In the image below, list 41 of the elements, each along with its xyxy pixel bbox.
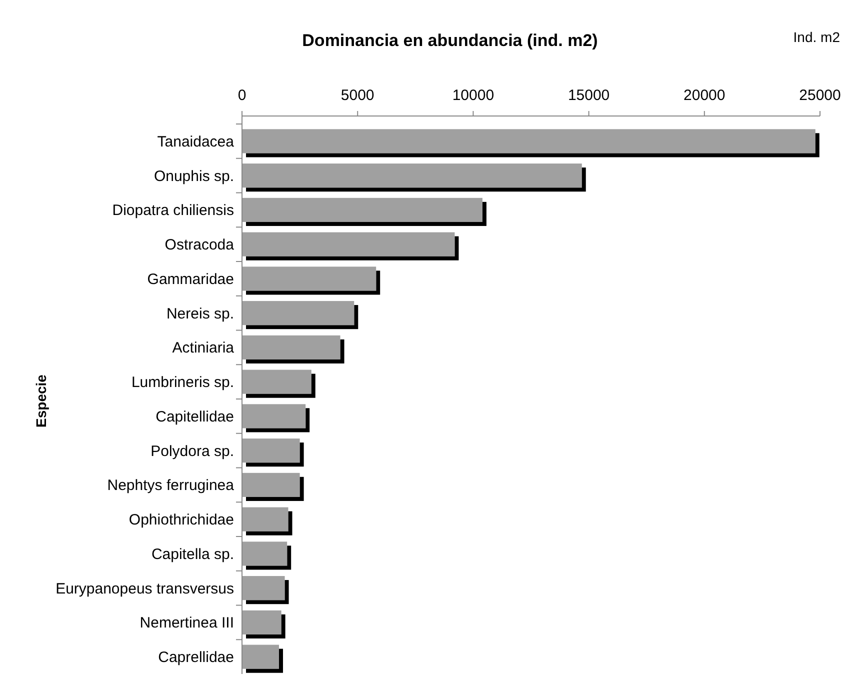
y-tick-label: Nereis sp.: [166, 305, 234, 322]
y-tick-label: Gammaridae: [147, 270, 234, 288]
bar: [242, 644, 279, 669]
y-axis-title: Especie: [33, 374, 49, 428]
y-tick-label: Polydora sp.: [150, 442, 234, 460]
y-tick-label: Onuphis sp.: [154, 168, 234, 185]
y-tick-label: Caprellidae: [158, 649, 234, 666]
y-tick-label: Ophiothrichidae: [128, 512, 234, 529]
x-axis-title: Ind. m2: [793, 29, 840, 45]
bar: [242, 472, 300, 497]
y-tick-label: Lumbrineris sp.: [131, 374, 234, 392]
chart-title: Dominancia en abundancia (ind. m2): [302, 31, 598, 50]
bar: [242, 266, 376, 291]
x-tick-label: 0: [238, 87, 246, 104]
bar: [242, 335, 340, 360]
y-tick-label: Nephtys ferruginea: [107, 477, 235, 494]
bar: [242, 542, 288, 566]
bar: [242, 301, 354, 326]
y-tick-label: Capitellidae: [156, 408, 234, 426]
y-tick-label: Nemertinea III: [140, 614, 234, 632]
bar: [242, 198, 482, 222]
bar: [242, 610, 282, 634]
bar: [242, 576, 285, 600]
bar: [242, 232, 455, 256]
y-tick-label: Ostracoda: [164, 236, 235, 254]
bar: [242, 507, 288, 532]
x-tick-label: 15000: [568, 87, 610, 104]
y-tick-label: Eurypanopeus transversus: [56, 580, 234, 598]
y-tick-label: Capitella sp.: [151, 546, 234, 563]
bar: [242, 164, 582, 188]
bar: [242, 404, 306, 428]
x-tick-label: 25000: [799, 87, 841, 104]
y-tick-label: Diopatra chiliensis: [112, 202, 234, 220]
x-tick-label: 5000: [340, 87, 374, 104]
y-tick-label: Actiniaria: [172, 340, 235, 357]
y-tick-label: Tanaidacea: [157, 133, 235, 150]
x-tick-label: 10000: [452, 87, 494, 104]
x-tick-label: 20000: [684, 87, 726, 104]
bar: [242, 370, 312, 394]
bar: [242, 438, 300, 463]
bar: [242, 129, 816, 154]
